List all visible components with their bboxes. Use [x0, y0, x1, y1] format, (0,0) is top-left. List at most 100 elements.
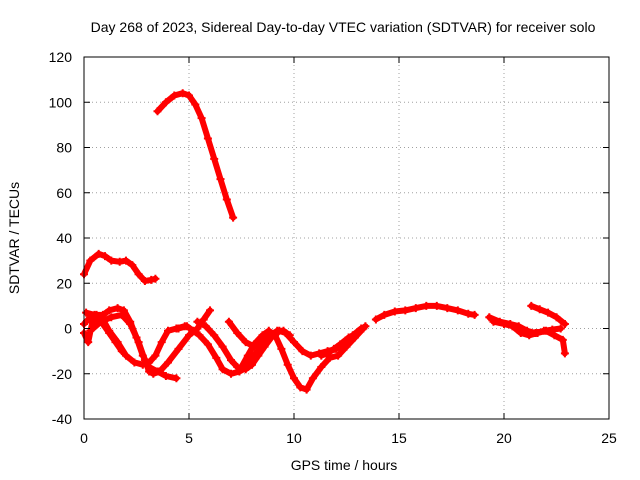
series-arc-9	[224, 317, 294, 351]
series-arc-14	[489, 317, 569, 358]
data-point	[128, 261, 137, 270]
data-point	[422, 301, 431, 310]
data-point	[218, 365, 227, 374]
data-point	[206, 306, 214, 315]
series-line	[154, 90, 237, 221]
data-point	[203, 340, 212, 349]
series-arc-2	[153, 89, 238, 222]
data-point	[164, 326, 172, 335]
data-point	[290, 374, 298, 383]
data-point	[193, 317, 202, 326]
data-point	[170, 91, 179, 100]
data-point	[558, 335, 567, 344]
data-point	[390, 307, 399, 316]
data-point	[210, 331, 219, 340]
data-point	[222, 195, 231, 204]
data-point	[453, 306, 462, 315]
data-point	[122, 256, 130, 265]
data-point	[145, 367, 154, 376]
plot-frame	[83, 56, 610, 420]
data-point	[283, 360, 292, 369]
series-line	[372, 302, 478, 323]
data-point	[216, 175, 225, 184]
data-point	[535, 305, 544, 314]
data-point	[271, 331, 280, 340]
data-point	[113, 304, 122, 313]
x-axis-label: GPS time / hours	[291, 457, 398, 473]
data-point	[290, 338, 298, 347]
data-point	[149, 369, 158, 378]
data-point	[250, 340, 259, 349]
data-point	[296, 383, 305, 392]
data-point	[96, 317, 105, 326]
y-tick-label: -20	[52, 366, 72, 382]
x-tick-label: 10	[286, 430, 302, 446]
data-point	[237, 362, 246, 371]
data-point	[527, 301, 536, 310]
data-point	[117, 347, 126, 356]
series-arc-5	[82, 304, 181, 383]
data-point	[134, 338, 143, 347]
data-point	[155, 367, 164, 376]
data-point	[277, 344, 286, 353]
series-arc-11	[317, 322, 370, 360]
data-point	[329, 344, 338, 353]
data-point	[544, 308, 553, 317]
data-point	[111, 338, 120, 347]
data-point	[248, 360, 256, 369]
y-tick-label: -40	[52, 411, 72, 427]
data-point	[470, 310, 479, 319]
data-point	[342, 342, 351, 351]
data-point	[140, 276, 149, 285]
data-point	[560, 349, 569, 358]
data-point	[185, 331, 193, 340]
data-point	[210, 154, 219, 163]
data-point	[174, 324, 183, 333]
data-point	[344, 333, 353, 342]
data-point	[443, 304, 452, 313]
data-point	[105, 329, 114, 338]
y-tick-label: 100	[49, 94, 73, 110]
series-arc-15	[527, 301, 569, 328]
y-tick-label: 20	[56, 275, 72, 291]
chart-title: Day 268 of 2023, Sidereal Day-to-day VTE…	[91, 19, 596, 35]
data-point	[117, 310, 126, 319]
data-point	[161, 98, 170, 107]
x-tick-label: 25	[601, 430, 617, 446]
data-point	[485, 313, 494, 322]
data-point	[195, 331, 204, 340]
data-point	[191, 100, 200, 109]
data-point	[508, 322, 517, 331]
data-point	[153, 107, 162, 116]
data-point	[432, 301, 441, 310]
data-point	[212, 353, 221, 362]
x-tick-label: 5	[185, 430, 193, 446]
data-point	[500, 319, 508, 328]
data-point	[380, 310, 389, 319]
data-point	[525, 331, 534, 340]
data-point	[115, 257, 124, 266]
data-point	[174, 344, 183, 353]
data-point	[317, 362, 326, 371]
data-point	[107, 256, 116, 265]
data-point	[401, 306, 410, 315]
data-point	[560, 319, 569, 328]
data-point	[306, 351, 315, 360]
series-arc-6	[86, 306, 214, 378]
data-point	[147, 275, 156, 284]
data-point	[122, 351, 130, 360]
data-point	[264, 326, 273, 335]
data-point	[411, 304, 420, 313]
axis-ticks: 0 5 10 15 20 25 -40 -20 0 20 40 60 80 100 120	[49, 49, 617, 446]
data-point	[126, 319, 135, 328]
data-point	[308, 374, 317, 383]
data-point	[84, 338, 93, 347]
data-point	[164, 358, 172, 367]
series-line	[238, 325, 367, 393]
data-point	[550, 331, 559, 340]
y-tick-label: 80	[56, 140, 72, 156]
data-point	[185, 91, 193, 100]
data-point	[151, 351, 160, 360]
series-arc-12	[371, 301, 479, 324]
data-point	[86, 256, 95, 265]
